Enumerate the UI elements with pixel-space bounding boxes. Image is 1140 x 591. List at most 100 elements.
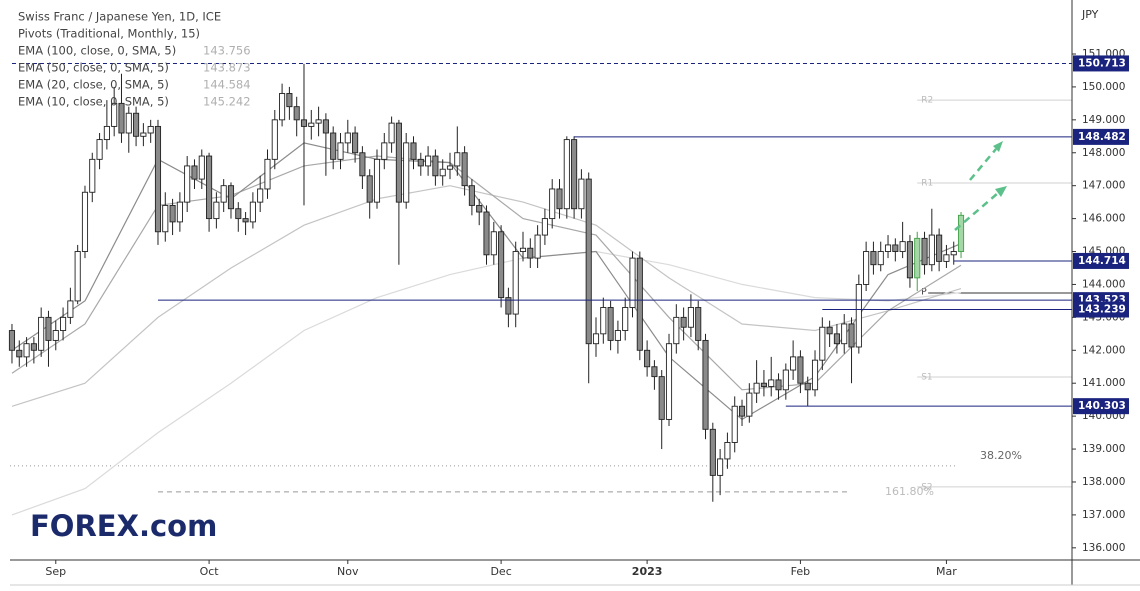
chart-subtitle: Pivots (Traditional, Monthly, 15)	[18, 27, 200, 41]
candle-body	[614, 330, 621, 341]
candle-body	[768, 379, 775, 387]
x-tick-label: Feb	[791, 565, 810, 578]
legend-name: EMA (20, close, 0, SMA, 5)	[18, 78, 169, 92]
x-tick-label: 2023	[632, 565, 663, 578]
y-tick-label: 142.000	[1082, 344, 1125, 356]
candle-body	[38, 316, 45, 351]
level-tag	[1073, 398, 1129, 415]
candle-body	[687, 307, 694, 328]
candle-body	[191, 165, 198, 180]
candle-body	[534, 234, 541, 259]
fib-label: 38.20%	[980, 449, 1022, 462]
candle-body	[300, 119, 308, 127]
candle-body	[775, 379, 782, 391]
candle-body	[578, 178, 585, 210]
candle-body	[461, 152, 468, 187]
candle-body	[541, 218, 548, 236]
candle-body	[519, 247, 527, 252]
candle-body	[52, 330, 59, 341]
legend-name: EMA (100, close, 0, SMA, 5)	[18, 44, 176, 58]
candle-body	[446, 165, 454, 170]
legend-name: EMA (50, close, 0, SMA, 5)	[18, 61, 169, 75]
candle-body	[717, 458, 724, 476]
candle-body	[629, 257, 636, 308]
y-tick-label: 141.000	[1082, 377, 1125, 389]
candle-body	[658, 376, 665, 420]
x-tick-label: Mar	[936, 565, 957, 578]
candle-body	[439, 168, 446, 177]
legend-value: 143.873	[203, 61, 251, 75]
candle-body	[257, 188, 264, 203]
candle-body	[695, 307, 702, 341]
level-label: 150.713	[1078, 57, 1126, 69]
candle-body	[432, 155, 439, 177]
candle-body	[571, 139, 578, 210]
candle-body	[906, 241, 913, 279]
candle-body	[74, 251, 81, 302]
candle-body	[206, 155, 213, 220]
candle-body	[811, 359, 819, 391]
pivot-label: R2	[921, 96, 933, 106]
y-tick-label: 138.000	[1082, 476, 1125, 488]
candle-body	[804, 382, 811, 391]
currency-label: JPY	[1081, 8, 1099, 21]
candle-body	[782, 369, 789, 391]
candle-body	[826, 326, 833, 335]
trend-arrows	[954, 141, 1007, 231]
candle-body	[96, 139, 103, 160]
candle-body	[797, 356, 804, 384]
candle-body	[8, 330, 16, 351]
candle-body	[651, 366, 658, 378]
candle-body	[644, 349, 651, 368]
candle-body	[863, 251, 870, 285]
y-tick-label: 149.000	[1082, 114, 1125, 126]
logo: FOREX.com	[30, 509, 217, 543]
candle-body	[67, 300, 74, 318]
candle-body	[738, 405, 746, 417]
candle-body	[154, 125, 162, 233]
y-tick-label: 137.000	[1082, 509, 1125, 521]
candle-body	[30, 343, 37, 351]
candle-body	[366, 175, 373, 203]
legend-value: 143.756	[203, 44, 251, 58]
candle-body	[731, 405, 738, 443]
level-label: 148.482	[1078, 131, 1126, 143]
x-tick-label: Dec	[490, 565, 511, 578]
candle-body	[709, 428, 716, 476]
y-tick-label: 144.000	[1082, 278, 1125, 290]
candle-body	[476, 204, 483, 213]
candle-body	[636, 257, 643, 351]
candle-body	[395, 122, 402, 203]
candle-body	[403, 142, 410, 203]
candle-body	[89, 158, 96, 193]
candle-body	[468, 185, 475, 206]
candle-body	[410, 142, 417, 160]
candle-body	[147, 125, 154, 134]
candle-body	[352, 132, 359, 154]
candle-body	[220, 185, 227, 203]
candle-body	[936, 234, 943, 262]
candle-body	[271, 119, 278, 160]
candle-body	[483, 211, 490, 256]
candle-body	[344, 132, 351, 144]
candle-body	[527, 247, 534, 259]
candle-body	[884, 244, 892, 252]
level-tag	[1073, 252, 1129, 269]
candle-body	[322, 119, 329, 134]
candle-body	[417, 158, 424, 167]
fib-label: 161.80%	[885, 485, 934, 498]
level-tag	[1073, 301, 1129, 318]
candle-body	[877, 251, 884, 266]
ema-line	[11, 185, 962, 407]
candle-body	[103, 125, 110, 141]
candle-body	[490, 231, 497, 256]
y-tick-label: 146.000	[1082, 213, 1125, 225]
legend-name: EMA (10, close, 0, SMA, 5)	[18, 95, 169, 109]
candle-body	[337, 142, 344, 160]
candle-body	[498, 231, 505, 299]
candle-body	[607, 307, 614, 341]
candle-body	[308, 122, 315, 127]
candle-body	[227, 185, 235, 210]
candle-body	[60, 316, 67, 331]
